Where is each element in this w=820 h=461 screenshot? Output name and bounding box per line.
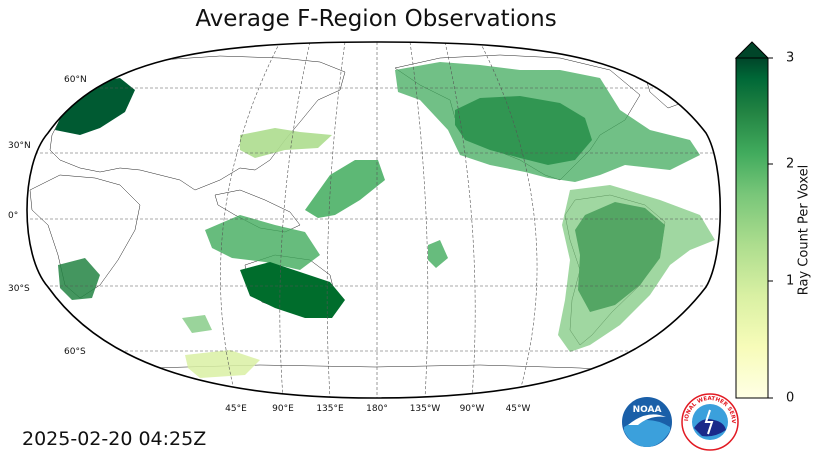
lon-label-135w: 135°W — [409, 404, 441, 414]
nws-logo: NATIONAL WEATHER SERVICE — [680, 392, 739, 451]
lat-label-30n: 30°N — [8, 141, 31, 151]
colorbar — [734, 41, 773, 399]
lon-label-180: 180° — [366, 404, 388, 414]
lat-label-0: 0° — [8, 211, 19, 221]
gridline-lon-90w — [444, 42, 476, 398]
colorbar-label: Ray Count Per Voxel — [796, 164, 812, 296]
lon-label-90w: 90°W — [459, 404, 485, 414]
colorbar-gradient — [735, 57, 769, 399]
patch-south-america-outer — [558, 185, 715, 352]
timestamp: 2025-02-20 04:25Z — [22, 428, 207, 450]
page-title: Average F-Region Observations — [195, 6, 557, 32]
colorbar-tick-1: 1 — [786, 273, 795, 289]
gridline-lon-45w — [479, 42, 538, 398]
lat-label-30s: 30°S — [8, 284, 30, 294]
map-border — [26, 41, 721, 399]
lon-label-90e: 90°E — [272, 404, 294, 414]
patch-north-america-outer — [395, 62, 700, 182]
patch-southern-ocean — [182, 315, 212, 333]
coastline-eurasia — [49, 55, 346, 191]
patch-indian-ocean — [205, 215, 320, 270]
patch-pacific-small — [428, 240, 448, 268]
patch-antarctic — [185, 350, 260, 378]
gridline-lon-45e — [220, 42, 281, 398]
lon-label-45e: 45°E — [225, 404, 247, 414]
colorbar-tick-3: 3 — [786, 50, 795, 66]
map-interior — [27, 42, 721, 398]
graticule — [27, 42, 721, 398]
noaa-logo: NOAA — [622, 397, 672, 447]
coastline-southeast-asia — [214, 189, 301, 233]
colorbar-tick-0: 0 — [786, 390, 795, 406]
lon-label-45w: 45°W — [505, 404, 531, 414]
noaa-logo-text: NOAA — [633, 405, 662, 415]
patch-europe — [55, 78, 135, 135]
observation-patches — [55, 62, 715, 378]
patch-australia — [240, 262, 345, 318]
gridline-lon-135e — [326, 42, 346, 398]
gridline-lon-135w — [409, 42, 429, 398]
world-map — [26, 41, 721, 399]
colorbar-tick-2: 2 — [786, 156, 795, 172]
coastline-africa — [29, 174, 141, 299]
lat-label-60s: 60°S — [64, 347, 86, 357]
lon-label-135e: 135°E — [316, 404, 344, 414]
colorbar-extend-arrow — [734, 41, 770, 59]
patch-east-asia — [240, 128, 332, 158]
patch-central-pacific — [305, 160, 385, 218]
lat-label-60n: 60°N — [64, 75, 87, 85]
gridline-lon-90e — [279, 42, 311, 398]
patch-south-africa — [58, 258, 100, 300]
